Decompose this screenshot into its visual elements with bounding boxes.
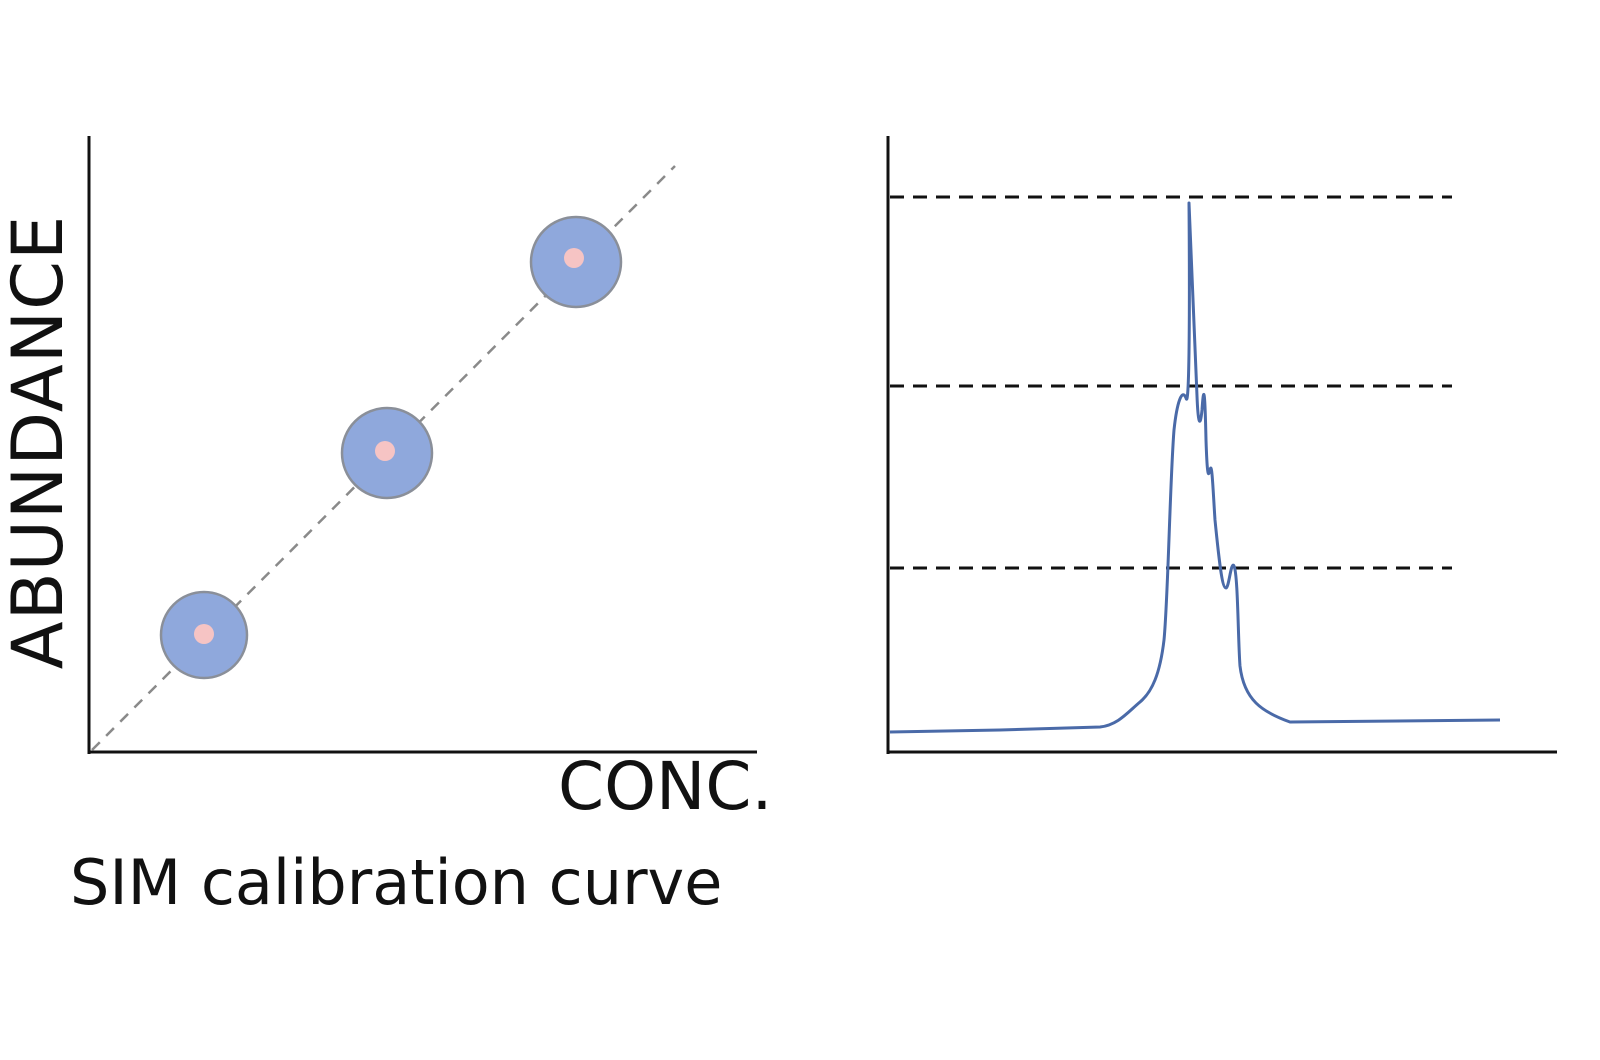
abundance-axis-label: ABUNDANCE (0, 214, 79, 670)
calibration-point-1 (159, 590, 249, 680)
chromatogram-trace (889, 201, 1501, 734)
calibration-point-3 (529, 215, 623, 309)
calibration-panel (87, 136, 757, 754)
concentration-axis-label: CONC. (558, 748, 773, 825)
chromatogram-panel (886, 136, 1557, 754)
calibration-point-2 (340, 406, 434, 500)
calibration-caption: SIM calibration curve (70, 846, 723, 919)
